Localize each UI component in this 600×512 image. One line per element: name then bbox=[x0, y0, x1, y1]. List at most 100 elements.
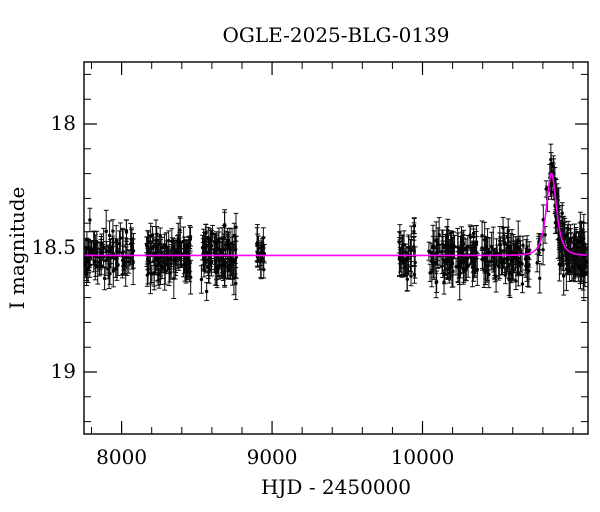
point-marker bbox=[170, 239, 174, 244]
point-marker bbox=[127, 260, 131, 264]
data-point bbox=[107, 220, 112, 251]
point-marker bbox=[484, 245, 489, 249]
point-marker bbox=[110, 245, 115, 250]
model-curve-path bbox=[84, 172, 588, 257]
microlensing-model-curve bbox=[84, 172, 588, 257]
point-marker bbox=[117, 241, 122, 246]
data-point bbox=[90, 240, 96, 265]
point-marker bbox=[580, 242, 585, 247]
point-marker bbox=[167, 238, 171, 243]
point-marker bbox=[204, 289, 209, 294]
y-tick-label: 18.5 bbox=[31, 235, 76, 259]
point-marker bbox=[93, 260, 97, 264]
point-marker bbox=[223, 261, 228, 265]
point-marker bbox=[406, 257, 410, 261]
point-marker bbox=[124, 260, 128, 264]
data-point bbox=[175, 222, 181, 259]
point-marker bbox=[489, 244, 494, 249]
point-marker bbox=[99, 264, 103, 268]
point-marker bbox=[120, 258, 125, 262]
point-marker bbox=[560, 253, 564, 258]
data-point bbox=[523, 247, 528, 271]
point-marker bbox=[443, 243, 448, 247]
point-marker bbox=[217, 264, 221, 268]
point-marker bbox=[474, 249, 478, 254]
data-point bbox=[456, 246, 462, 279]
data-point bbox=[233, 235, 239, 279]
point-marker bbox=[160, 246, 164, 250]
point-marker bbox=[107, 233, 112, 238]
data-point bbox=[166, 230, 172, 251]
point-marker bbox=[473, 256, 478, 261]
data-point bbox=[89, 240, 94, 261]
point-marker bbox=[230, 241, 234, 246]
point-marker bbox=[88, 218, 92, 222]
data-point bbox=[92, 243, 98, 281]
point-marker bbox=[89, 248, 94, 252]
data-point bbox=[123, 237, 129, 287]
point-marker bbox=[553, 220, 558, 225]
data-point bbox=[502, 235, 508, 254]
point-marker bbox=[222, 224, 227, 228]
point-marker bbox=[487, 272, 491, 277]
point-marker bbox=[480, 233, 484, 238]
point-marker bbox=[101, 246, 106, 250]
data-point bbox=[120, 245, 126, 276]
point-marker bbox=[507, 277, 511, 282]
point-marker bbox=[412, 245, 416, 249]
data-point bbox=[500, 216, 506, 239]
axes-frame: 8000 9000 10000 18 18.5 19 bbox=[31, 61, 589, 469]
data-point bbox=[156, 254, 162, 274]
data-point bbox=[412, 265, 417, 284]
point-marker bbox=[226, 242, 230, 246]
point-marker bbox=[462, 269, 466, 273]
data-point bbox=[576, 232, 581, 252]
point-marker bbox=[560, 211, 564, 215]
point-marker bbox=[206, 236, 210, 240]
data-point bbox=[204, 282, 210, 301]
data-point bbox=[150, 225, 155, 244]
data-point bbox=[578, 221, 584, 259]
point-marker bbox=[200, 245, 205, 250]
y-axis-label: I magnitude bbox=[5, 187, 29, 310]
x-axis-label: HJD - 2450000 bbox=[261, 475, 411, 499]
point-marker bbox=[480, 257, 485, 262]
point-marker bbox=[171, 258, 176, 263]
point-marker bbox=[145, 273, 150, 277]
point-marker bbox=[99, 251, 103, 255]
data-point bbox=[459, 231, 465, 249]
season-6-points bbox=[426, 217, 480, 301]
point-marker bbox=[582, 273, 586, 278]
point-marker bbox=[214, 241, 218, 245]
data-point bbox=[473, 242, 478, 275]
point-marker bbox=[214, 258, 218, 263]
point-marker bbox=[260, 245, 264, 249]
point-marker bbox=[483, 260, 488, 264]
x-tick-label: 8000 bbox=[96, 445, 147, 469]
data-point bbox=[103, 245, 109, 276]
point-marker bbox=[188, 260, 192, 264]
point-marker bbox=[209, 260, 214, 265]
point-marker bbox=[113, 266, 118, 271]
data-point bbox=[182, 254, 187, 274]
data-point bbox=[231, 222, 237, 249]
point-marker bbox=[523, 257, 528, 261]
data-point bbox=[537, 263, 543, 294]
point-marker bbox=[466, 244, 470, 249]
data-point bbox=[465, 253, 471, 278]
point-marker bbox=[514, 251, 518, 255]
point-marker bbox=[199, 277, 204, 282]
data-point bbox=[209, 248, 214, 277]
data-point bbox=[146, 231, 151, 253]
data-point bbox=[471, 225, 476, 242]
data-point bbox=[411, 217, 417, 234]
data-point bbox=[213, 233, 219, 253]
point-marker bbox=[527, 269, 531, 273]
point-marker bbox=[164, 262, 168, 267]
data-point bbox=[199, 265, 204, 294]
point-marker bbox=[471, 231, 476, 236]
point-marker bbox=[84, 263, 88, 267]
point-marker bbox=[561, 274, 566, 278]
point-marker bbox=[149, 247, 154, 251]
point-marker bbox=[502, 261, 507, 265]
